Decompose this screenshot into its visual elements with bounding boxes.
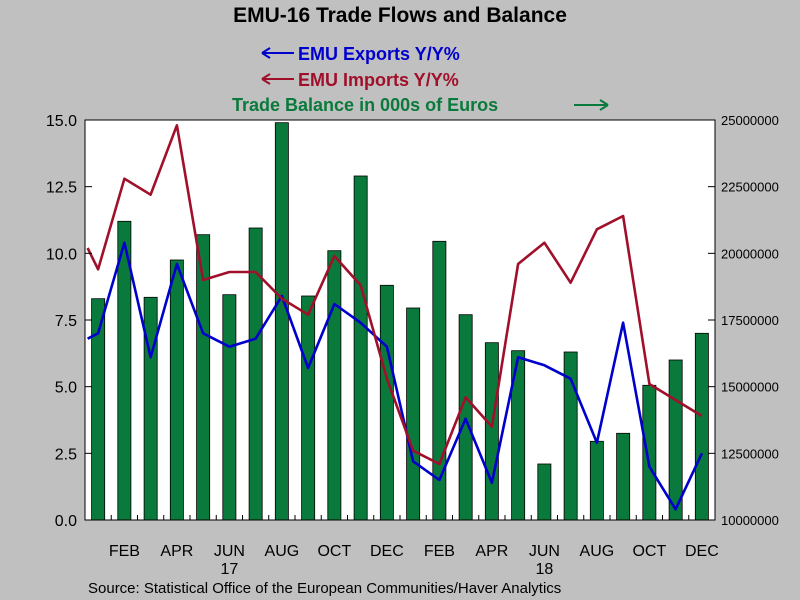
plot-area [85,120,715,520]
right-tick-label: 20000000 [721,246,779,261]
legend-label-exports: EMU Exports Y/Y% [298,44,460,64]
x-tick-label: FEB [109,543,140,560]
legend-item-balance: Trade Balance in 000s of Euros [232,95,609,115]
x-axis: FEB APR JUN AUG OCT DEC FEB APR JUN AUG OCT DEC 17 18 [109,515,719,578]
x-tick-label: AUG [265,543,300,560]
x-tick-label: DEC [370,543,404,560]
balance-bar [589,440,604,521]
source-note: Source: Statistical Office of the Europe… [88,580,561,597]
left-tick-label: 5.0 [55,380,77,397]
bar-series [91,122,709,521]
chart-title: EMU-16 Trade Flows and Balance [233,4,567,27]
balance-bar [642,384,657,521]
left-tick-label: 2.5 [55,446,77,463]
balance-bar [668,359,683,521]
legend-arrow-exports-head [261,47,271,59]
left-tick-label: 0.0 [55,513,77,530]
balance-bar [327,250,342,521]
balance-bar [274,122,289,521]
right-tick-label: 25000000 [721,113,779,128]
x-tick-label: OCT [632,543,666,560]
balance-bar [143,296,158,521]
imports-line [86,124,703,466]
balance-bar [406,307,421,521]
right-tick-label: 10000000 [721,513,779,528]
balance-bar [694,332,709,521]
line-series [86,124,704,511]
legend-label-imports: EMU Imports Y/Y% [298,70,459,90]
balance-bar [169,259,184,521]
x-tick-label: AUG [580,543,615,560]
right-tick-label: 12500000 [721,446,779,461]
balance-bar [301,295,316,521]
balance-bar [484,342,499,521]
legend: EMU Exports Y/Y% EMU Imports Y/Y% Trade … [232,44,609,115]
year-label: 18 [535,561,553,578]
x-tick-label: OCT [317,543,351,560]
balance-bar [353,175,368,521]
right-axis: 10000000 12500000 15000000 17500000 20000000… [708,113,779,528]
year-label: 17 [220,561,238,578]
balance-bar [379,284,394,521]
balance-bar [616,432,631,521]
right-tick-label: 22500000 [721,180,779,195]
balance-bar [222,294,237,521]
legend-item-imports: EMU Imports Y/Y% [261,70,459,90]
legend-label-balance: Trade Balance in 000s of Euros [232,95,498,115]
right-tick-label: 17500000 [721,313,779,328]
x-tick-label: JUN [214,543,245,560]
legend-arrow-balance-head [599,99,609,111]
right-tick-label: 15000000 [721,380,779,395]
exports-line [87,241,704,511]
x-tick-label: FEB [424,543,455,560]
balance-bar [537,463,552,521]
left-tick-label: 7.5 [55,313,77,330]
legend-item-exports: EMU Exports Y/Y% [261,44,460,64]
left-axis: 0.0 2.5 5.0 7.5 10.0 12.5 15.0 [46,113,92,530]
x-tick-label: APR [475,543,508,560]
left-tick-label: 12.5 [46,180,77,197]
x-tick-label: DEC [685,543,719,560]
x-tick-label: APR [160,543,193,560]
left-tick-label: 10.0 [46,246,77,263]
left-tick-label: 15.0 [46,113,77,130]
x-tick-label: JUN [529,543,560,560]
balance-bar [458,314,473,521]
legend-arrow-imports-head [261,73,271,85]
